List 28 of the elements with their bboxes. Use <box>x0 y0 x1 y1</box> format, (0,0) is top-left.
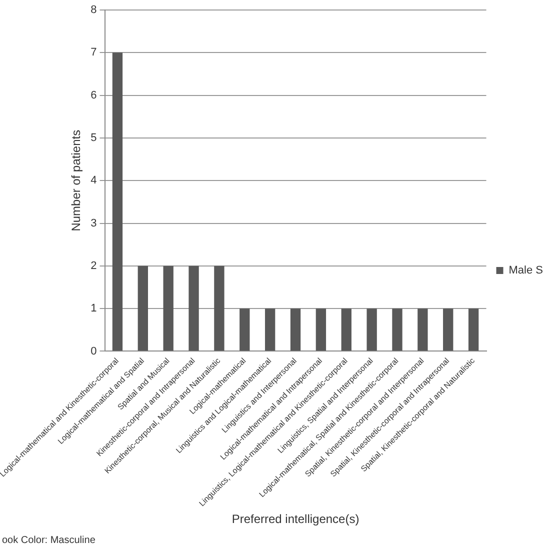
legend-label: Male S <box>508 264 544 277</box>
y-tick-label: 7 <box>90 46 97 59</box>
bar <box>341 308 352 351</box>
bar <box>392 308 402 351</box>
y-tick-label: 4 <box>90 174 97 187</box>
bar <box>214 266 224 351</box>
bar <box>366 308 377 351</box>
bar <box>443 308 454 351</box>
bar <box>112 52 123 351</box>
bar <box>240 308 250 351</box>
y-tick-label: 5 <box>90 132 97 144</box>
bar <box>468 308 479 351</box>
y-tick-label: 0 <box>90 345 97 358</box>
x-axis-title: Preferred intelligence(s) <box>232 512 360 526</box>
bar <box>316 308 326 351</box>
y-tick-label: 3 <box>90 217 97 230</box>
y-tick-label: 8 <box>90 4 97 16</box>
bar <box>188 266 199 351</box>
bar <box>290 308 301 351</box>
y-tick-label: 2 <box>90 260 97 272</box>
bar <box>138 266 148 351</box>
bar <box>264 308 276 351</box>
y-tick-label: 6 <box>90 89 97 102</box>
y-tick-label: 1 <box>90 302 97 315</box>
text: ook Color: Masculine <box>2 534 96 546</box>
bar <box>418 308 428 351</box>
y-axis-title: Number of patients <box>68 130 83 232</box>
bar <box>163 266 174 351</box>
